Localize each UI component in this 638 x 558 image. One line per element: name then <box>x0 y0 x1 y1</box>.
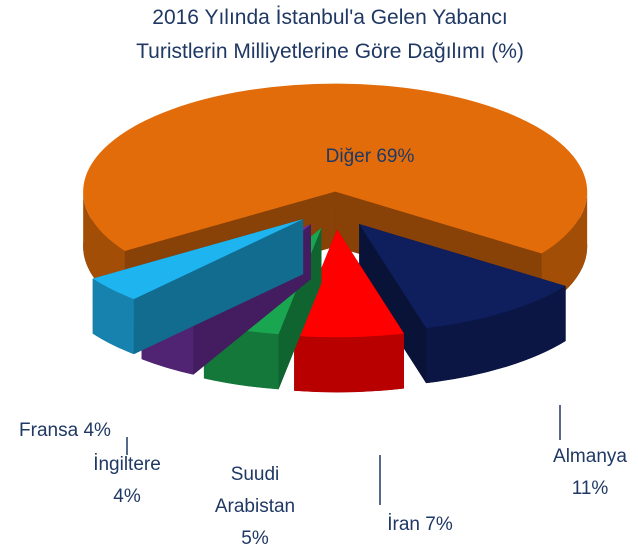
category-word: Arabistan <box>215 496 295 517</box>
data-label: Fransa 4% <box>19 420 111 441</box>
slice-wall <box>541 191 588 309</box>
slice-top <box>83 83 588 254</box>
slice-wall <box>294 333 404 393</box>
pie <box>83 83 588 393</box>
slice <box>359 224 566 384</box>
chart-title: Turistlerin Milliyetlerine Göre Dağılımı… <box>136 40 524 63</box>
value-label: 7% <box>425 514 453 535</box>
chart-title: 2016 Yılında İstanbul'a Gelen Yabancı <box>152 6 507 29</box>
slice-top <box>92 219 304 300</box>
value-label: 69% <box>376 146 414 167</box>
slice <box>294 229 404 393</box>
value-label: 5% <box>241 528 269 549</box>
leader-lines <box>126 405 561 505</box>
data-label: İran 7% <box>387 514 453 535</box>
value-label: 4% <box>113 486 141 507</box>
labels: Diğer 69% Almanya 11% İran 7% Suudi Arabistan… <box>19 146 627 549</box>
category-label: Suudi Arabistan <box>215 464 295 517</box>
category-label: Fransa <box>19 420 79 441</box>
category-label: İngiltere <box>93 454 161 475</box>
slice-top <box>359 224 566 329</box>
slice-wall <box>426 285 566 384</box>
category-label: İran <box>387 514 420 535</box>
slice-side <box>359 224 427 384</box>
slice-top <box>294 229 404 338</box>
value-label: 4% <box>83 420 111 441</box>
slice-side <box>92 219 304 334</box>
slice <box>92 219 304 355</box>
value-label: 11% <box>572 478 609 499</box>
data-label: Diğer 69% <box>326 146 415 167</box>
category-label: Diğer <box>326 146 372 167</box>
category-label: Almanya <box>553 446 627 467</box>
category-word: Suudi <box>231 464 280 485</box>
slice-wall <box>92 278 134 355</box>
